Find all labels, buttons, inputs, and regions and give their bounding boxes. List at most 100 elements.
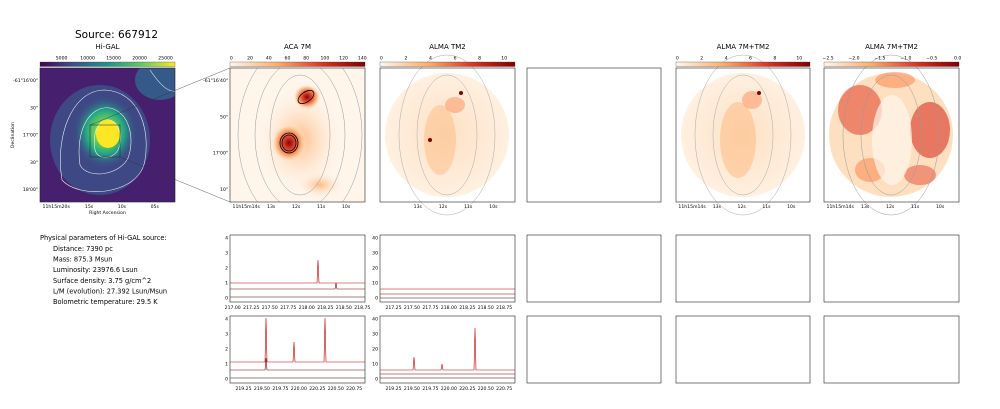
y-tick-label: 2	[225, 347, 228, 353]
x-tick-label: 11h15m14s	[233, 204, 261, 210]
y-tick-label: 50"	[220, 114, 228, 120]
x-tick-label: 15s	[85, 204, 94, 210]
x-tick-label: 220.00	[291, 386, 307, 392]
y-tick-label: 40	[372, 317, 378, 323]
colorbar-tick: 2	[404, 56, 407, 62]
x-tick-label: 220.75	[346, 386, 362, 392]
colorbar-tick: 8	[478, 56, 481, 62]
y-tick-label: 2	[225, 266, 228, 272]
colorbar	[823, 61, 960, 67]
y-tick-label: 4	[225, 236, 228, 242]
x-tick-label: 13s	[267, 204, 276, 210]
colorbar-tick: 25000	[158, 56, 173, 62]
index-image	[829, 54, 953, 216]
parameters-heading: Physical parameters of Hi-GAL source:	[40, 234, 167, 242]
zoom-box	[89, 124, 121, 158]
figure-title: Source: 667912	[75, 29, 158, 41]
x-tick-label: 218.00	[299, 305, 315, 311]
combined-image	[681, 54, 805, 216]
colorbar-tick: −2.5	[822, 56, 833, 62]
x-tick-label: 13s	[414, 204, 423, 210]
x-tick-label: 10s	[342, 204, 351, 210]
colorbar-tick: 6	[749, 56, 752, 62]
x-tick-label: 218.75	[496, 305, 512, 311]
x-tick-label: 219.25	[385, 386, 401, 392]
colorbar	[229, 61, 366, 67]
panel-title: ACA 7M	[284, 43, 311, 51]
colorbar-tick: 15000	[106, 56, 121, 62]
x-tick-label: 220.25	[309, 386, 325, 392]
colorbar	[379, 61, 516, 67]
x-tick-label: 220.50	[328, 386, 344, 392]
x-tick-label: 10s	[787, 204, 796, 210]
tm2-frame	[379, 67, 516, 203]
x-tick-label: 12s	[292, 204, 301, 210]
parameter: Distance: 7390 pc	[53, 245, 113, 253]
x-tick-label: 217.50	[262, 305, 278, 311]
y-tick-label: 30	[372, 332, 378, 338]
panel-title: ALMA TM2	[429, 43, 466, 51]
x-tick-label: 219.75	[422, 386, 438, 392]
y-tick-label: 20	[372, 347, 378, 353]
y-tick-label: 1	[225, 362, 228, 368]
x-tick-label: 11h15m20s	[43, 204, 71, 210]
x-tick-label: 10s	[489, 204, 498, 210]
higal-image	[40, 68, 175, 202]
y-tick-label: -61°16'00"	[13, 78, 38, 84]
y-tick-label: 4	[225, 317, 228, 323]
colorbar-tick: 0	[230, 56, 233, 62]
colorbar	[39, 61, 176, 67]
x-tick-label: 11h15m14s	[827, 204, 855, 210]
x-tick-label: 218.00	[441, 305, 457, 311]
x-tick-label: 11h15m14s	[678, 204, 706, 210]
x-tick-label: 219.25	[235, 386, 251, 392]
colorbar-tick: 6	[454, 56, 457, 62]
x-tick-label: 219.50	[404, 386, 420, 392]
x-tick-label: 220.00	[441, 386, 457, 392]
x-tick-label: 12s	[738, 204, 747, 210]
spectra-lines	[230, 259, 515, 379]
x-tick-label: 217.25	[385, 305, 401, 311]
x-tick-label: 217.00	[225, 305, 241, 311]
x-tick-label: 218.50	[478, 305, 494, 311]
colorbar-tick: −1.0	[900, 56, 911, 62]
combined-frame	[675, 67, 811, 203]
panel-title: ALMA 7M+TM2	[717, 43, 770, 51]
x-tick-label: 05s	[151, 204, 160, 210]
x-tick-label: 11s	[762, 204, 771, 210]
colorbar-tick: 120	[339, 56, 348, 62]
x-tick-label: 218.50	[336, 305, 352, 311]
colorbar-tick: 2	[700, 56, 703, 62]
x-tick-label: 218.75	[354, 305, 370, 311]
y-tick-label: 3	[225, 332, 228, 338]
x-tick-label: 13s	[713, 204, 722, 210]
colorbar-tick: 8	[773, 56, 776, 62]
colorbar-tick: 4	[429, 56, 432, 62]
index-frame	[823, 67, 960, 203]
x-tick-label: 11s	[464, 204, 473, 210]
panel-title: ALMA 7M+TM2	[865, 43, 918, 51]
colorbar-tick: −1.5	[874, 56, 885, 62]
colorbar-tick: 10	[796, 56, 802, 62]
y-tick-label: 40	[372, 236, 378, 242]
y-tick-label: 18'00"	[23, 187, 38, 193]
x-tick-label: 219.75	[272, 386, 288, 392]
x-axis-label: Right Ascension	[89, 210, 126, 216]
y-tick-label: 20	[372, 266, 378, 272]
x-tick-label: 217.25	[243, 305, 259, 311]
x-tick-label: 11s	[317, 204, 326, 210]
higal-frame	[39, 67, 176, 203]
y-axis-label: Declination	[10, 122, 16, 148]
x-tick-label: 217.75	[280, 305, 296, 311]
x-tick-label: 13s	[861, 204, 870, 210]
x-tick-label: 218.25	[317, 305, 333, 311]
colorbar-tick: 5000	[56, 56, 68, 62]
x-tick-label: 12s	[886, 204, 895, 210]
x-tick-label: 220.50	[478, 386, 494, 392]
y-tick-label: 0	[225, 377, 228, 383]
y-tick-label: 10"	[220, 187, 228, 193]
aca-frame	[229, 67, 366, 203]
x-tick-label: 219.50	[254, 386, 270, 392]
parameter: Luminosity: 23976.6 Lsun	[53, 266, 138, 274]
